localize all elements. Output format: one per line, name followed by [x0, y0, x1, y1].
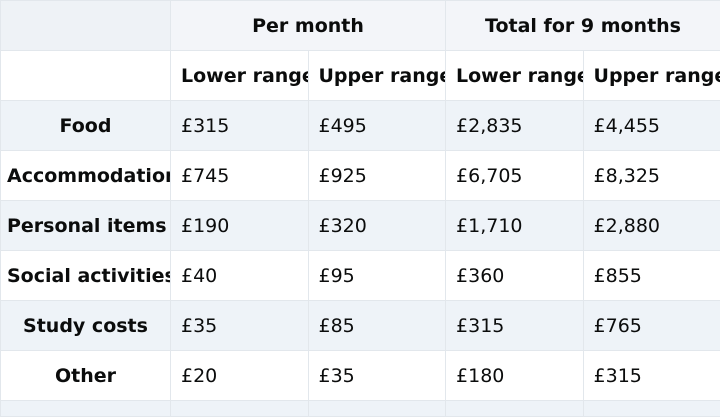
- group-header-total-9-months: Total for 9 months: [445, 0, 720, 51]
- table-row-cropped: [0, 400, 720, 417]
- table-row-food: Food £315 £495 £2,835 £4,455: [0, 100, 720, 151]
- cell-per-month-upper: £95: [307, 250, 447, 301]
- sub-header-row: Lower range Upper range Lower range Uppe…: [0, 50, 720, 101]
- row-label: Food: [0, 100, 171, 151]
- cropped-cell: [170, 400, 309, 417]
- sub-header-per-month-upper: Upper range: [307, 50, 447, 101]
- cropped-cell: [582, 400, 720, 417]
- cell-total-lower: £180: [445, 350, 584, 401]
- cell-per-month-lower: £35: [170, 300, 309, 351]
- table-row-personal-items: Personal items £190 £320 £1,710 £2,880: [0, 200, 720, 251]
- table-row-study-costs: Study costs £35 £85 £315 £765: [0, 300, 720, 351]
- sub-header-blank-cell: [0, 50, 171, 101]
- cell-total-upper: £4,455: [582, 100, 720, 151]
- cell-total-upper: £315: [582, 350, 720, 401]
- cell-per-month-lower: £315: [170, 100, 309, 151]
- table-header: Per month Total for 9 months Lower range…: [0, 0, 720, 101]
- cell-per-month-lower: £190: [170, 200, 309, 251]
- cell-per-month-upper: £85: [307, 300, 447, 351]
- table-row-other: Other £20 £35 £180 £315: [0, 350, 720, 401]
- group-header-row: Per month Total for 9 months: [0, 0, 720, 51]
- header-corner-cell: [0, 0, 171, 51]
- table-row-social-activities: Social activities £40 £95 £360 £855: [0, 250, 720, 301]
- cell-per-month-lower: £20: [170, 350, 309, 401]
- table-row-accommodation: Accommodation £745 £925 £6,705 £8,325: [0, 150, 720, 201]
- sub-header-total-upper: Upper range: [582, 50, 720, 101]
- row-label: Personal items: [0, 200, 171, 251]
- cropped-cell: [445, 400, 584, 417]
- cell-per-month-upper: £925: [307, 150, 447, 201]
- cell-total-upper: £2,880: [582, 200, 720, 251]
- row-label: Other: [0, 350, 171, 401]
- cell-per-month-upper: £35: [307, 350, 447, 401]
- cell-per-month-lower: £745: [170, 150, 309, 201]
- table-body: Food £315 £495 £2,835 £4,455 Accommodati…: [0, 100, 720, 417]
- row-label: Accommodation: [0, 150, 171, 201]
- sub-header-per-month-lower: Lower range: [170, 50, 309, 101]
- cell-total-upper: £855: [582, 250, 720, 301]
- row-label: Study costs: [0, 300, 171, 351]
- cell-total-lower: £360: [445, 250, 584, 301]
- group-header-per-month: Per month: [169, 0, 447, 51]
- cell-total-upper: £8,325: [582, 150, 720, 201]
- row-label: Social activities: [0, 250, 171, 301]
- cell-total-upper: £765: [582, 300, 720, 351]
- cropped-cell: [307, 400, 447, 417]
- cell-per-month-upper: £495: [307, 100, 447, 151]
- cell-per-month-upper: £320: [307, 200, 447, 251]
- cell-total-lower: £1,710: [445, 200, 584, 251]
- cell-total-lower: £2,835: [445, 100, 584, 151]
- cell-total-lower: £315: [445, 300, 584, 351]
- cropped-cell: [0, 400, 171, 417]
- cell-total-lower: £6,705: [445, 150, 584, 201]
- cell-per-month-lower: £40: [170, 250, 309, 301]
- sub-header-total-lower: Lower range: [445, 50, 584, 101]
